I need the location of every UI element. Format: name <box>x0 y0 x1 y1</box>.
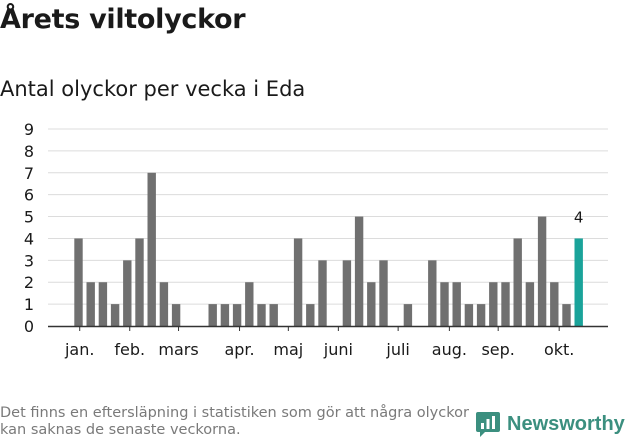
x-tick-label: jan. <box>64 340 94 359</box>
bar <box>452 282 461 326</box>
x-tick-label: sep. <box>481 340 514 359</box>
bar <box>98 282 108 326</box>
bar-highlight <box>574 238 583 326</box>
bar <box>245 282 254 326</box>
bar <box>110 304 120 326</box>
x-tick-label: okt. <box>544 340 574 359</box>
bar <box>208 304 217 326</box>
bar <box>171 304 181 326</box>
bar <box>159 282 169 326</box>
bar <box>513 238 522 326</box>
bar <box>306 304 315 326</box>
bar <box>550 282 559 326</box>
bar-chart: 0 1 2 3 4 5 6 7 8 9 jan. feb. mars apr. maj juni juli au… <box>24 120 608 359</box>
y-tick-label: 1 <box>24 295 34 314</box>
bar <box>537 216 547 326</box>
x-tick-label: aug. <box>432 340 467 359</box>
y-tick-label: 6 <box>24 186 34 205</box>
x-tick-label: feb. <box>114 340 145 359</box>
bar <box>293 238 303 326</box>
chart-title: Årets viltolyckor <box>0 4 246 35</box>
x-tick-label: juni <box>323 340 353 359</box>
bar <box>354 216 364 326</box>
bar <box>74 238 83 326</box>
bar <box>464 304 474 326</box>
footnote: Det finns en eftersläpning i statistiken… <box>0 405 469 438</box>
y-tick-label: 3 <box>24 251 34 270</box>
y-tick-label: 5 <box>24 208 34 227</box>
bar <box>257 304 266 326</box>
y-tick-label: 7 <box>24 164 34 183</box>
bar <box>476 304 486 326</box>
bar <box>562 304 571 326</box>
y-tick-label: 9 <box>24 120 34 139</box>
bar <box>220 304 230 326</box>
y-tick-label: 2 <box>24 273 34 292</box>
bar <box>269 304 278 326</box>
brand-logo[interactable]: Newsworthy <box>475 408 625 440</box>
brand-name: Newsworthy <box>507 412 625 435</box>
bar <box>86 282 95 326</box>
bar <box>342 260 352 326</box>
bar <box>367 282 376 326</box>
bar <box>123 260 132 326</box>
bar <box>379 260 388 326</box>
x-tick-label: maj <box>273 340 303 359</box>
newsworthy-logo-icon <box>476 412 500 437</box>
bar <box>232 304 242 326</box>
x-tick-label: apr. <box>224 340 254 359</box>
bar <box>318 260 327 326</box>
bar <box>489 282 498 326</box>
bar <box>440 282 449 326</box>
bar <box>501 282 510 326</box>
x-tick-label: juli <box>385 340 409 359</box>
bar-value-label: 4 <box>574 208 584 226</box>
bar <box>135 238 144 326</box>
bar <box>428 260 437 326</box>
x-tick-label: mars <box>158 340 198 359</box>
y-tick-label: 0 <box>24 317 34 336</box>
y-tick-label: 8 <box>24 142 34 161</box>
bar <box>525 282 535 326</box>
y-tick-label: 4 <box>24 229 34 248</box>
bar <box>147 172 156 326</box>
chart-subtitle: Antal olyckor per vecka i Eda <box>0 77 306 101</box>
bar <box>403 304 413 326</box>
